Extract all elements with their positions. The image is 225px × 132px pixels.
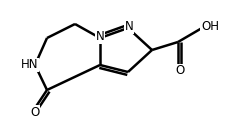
Text: O: O bbox=[175, 65, 184, 77]
Text: N: N bbox=[95, 30, 104, 44]
Text: N: N bbox=[124, 20, 133, 34]
Text: HN: HN bbox=[21, 58, 38, 72]
Text: O: O bbox=[30, 105, 39, 119]
Text: OH: OH bbox=[200, 20, 218, 32]
